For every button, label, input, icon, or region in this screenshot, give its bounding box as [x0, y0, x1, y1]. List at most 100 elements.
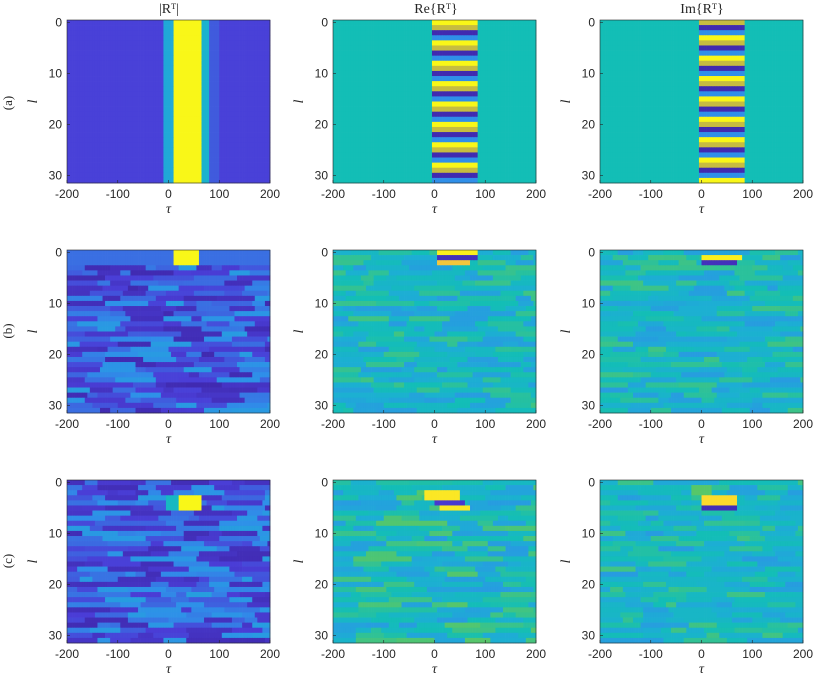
heatmap-cell [432, 81, 435, 86]
heatmap-cell [110, 112, 113, 117]
heatmap-cell [245, 40, 248, 45]
heatmap-cell [141, 102, 144, 107]
heatmap-cell [523, 51, 526, 56]
heatmap-cell [361, 56, 364, 61]
heatmap-cell [174, 102, 177, 107]
heatmap-cell [186, 61, 189, 66]
heatmap-cell [240, 158, 243, 163]
heatmap-cell [184, 132, 187, 137]
heatmap-cell [255, 178, 258, 183]
heatmap-cell [214, 66, 217, 71]
heatmap-cell [209, 117, 212, 122]
heatmap-cell [90, 25, 93, 30]
heatmap-cell [108, 40, 111, 45]
heatmap-cell [265, 132, 268, 137]
heatmap-cell [440, 137, 443, 142]
heatmap-cell [227, 122, 230, 127]
heatmap-cell [473, 45, 476, 50]
heatmap-cell [470, 96, 473, 101]
heatmap-cell [511, 117, 514, 122]
heatmap-cell [237, 168, 240, 173]
heatmap-cell [171, 127, 174, 132]
heatmap-cell [217, 122, 220, 127]
heatmap-cell [237, 122, 240, 127]
heatmap-cell [447, 91, 450, 96]
heatmap-cell [212, 107, 215, 112]
heatmap-cell [526, 20, 529, 25]
heatmap-cell [163, 168, 166, 173]
heatmap-cell [257, 76, 260, 81]
heatmap-cell [427, 147, 430, 152]
heatmap-cell [435, 91, 438, 96]
heatmap-cell [217, 96, 220, 101]
heatmap-cell [194, 81, 197, 86]
heatmap-cell [115, 142, 118, 147]
heatmap-cell [356, 158, 359, 163]
heatmap-cell [358, 66, 361, 71]
heatmap-cell [470, 112, 473, 117]
heatmap-cell [240, 163, 243, 168]
heatmap-cell [97, 91, 100, 96]
heatmap-cell [95, 178, 98, 183]
heatmap-cell [483, 91, 486, 96]
heatmap-cell [412, 132, 415, 137]
heatmap-cell [105, 61, 108, 66]
heatmap-cell [103, 51, 106, 56]
heatmap-cell [336, 66, 339, 71]
heatmap-cell [128, 137, 131, 142]
heatmap-cell [209, 112, 212, 117]
heatmap-cell [445, 91, 448, 96]
heatmap-cell [531, 81, 534, 86]
heatmap-cell [130, 122, 133, 127]
heatmap-cell [407, 122, 410, 127]
heatmap-cell [369, 81, 372, 86]
heatmap-cell [523, 45, 526, 50]
heatmap-cell [77, 163, 80, 168]
heatmap-cell [219, 61, 222, 66]
heatmap-cell [402, 56, 405, 61]
heatmap-cell [158, 137, 161, 142]
heatmap-cell [465, 96, 468, 101]
heatmap-cell [366, 112, 369, 117]
heatmap-cell [409, 20, 412, 25]
heatmap-cell [455, 81, 458, 86]
heatmap-cell [141, 45, 144, 50]
heatmap-cell [399, 76, 402, 81]
heatmap-cell [450, 158, 453, 163]
heatmap-cell [141, 158, 144, 163]
column-title-real: Re{Rᵀ} [414, 2, 457, 17]
heatmap-cell [130, 66, 133, 71]
heatmap-cell [67, 66, 70, 71]
heatmap-cell [191, 25, 194, 30]
heatmap-cell [250, 81, 253, 86]
heatmap-cell [103, 40, 106, 45]
heatmap-cell [70, 45, 73, 50]
heatmap-cell [80, 117, 83, 122]
heatmap-cell [427, 158, 430, 163]
heatmap-cell [379, 45, 382, 50]
heatmap-cell [128, 45, 131, 50]
heatmap-cell [374, 96, 377, 101]
heatmap-cell [338, 112, 341, 117]
heatmap-cell [389, 25, 392, 30]
heatmap-cell [90, 20, 93, 25]
heatmap-cell [460, 152, 463, 157]
heatmap-cell [219, 25, 222, 30]
heatmap-cell [118, 20, 121, 25]
heatmap-cell [250, 127, 253, 132]
heatmap-cell [396, 102, 399, 107]
heatmap-cell [445, 40, 448, 45]
heatmap-cell [513, 45, 516, 50]
heatmap-cell [485, 163, 488, 168]
heatmap-cell [196, 40, 199, 45]
heatmap-cell [262, 142, 265, 147]
heatmap-cell [442, 71, 445, 76]
heatmap-cell [333, 158, 336, 163]
heatmap-cell [508, 61, 511, 66]
heatmap-cell [442, 30, 445, 35]
heatmap-cell [396, 112, 399, 117]
heatmap-cell [174, 66, 177, 71]
heatmap-cell [417, 132, 420, 137]
heatmap-cell [528, 112, 531, 117]
heatmap-cell [379, 152, 382, 157]
